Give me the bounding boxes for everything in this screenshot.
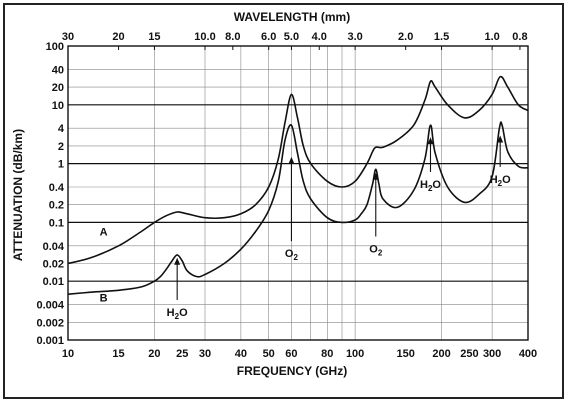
frequency-axis-title: FREQUENCY (GHz) [237,364,347,378]
absorption-annotation: H2O [490,135,511,188]
y-tick-label: 0.2 [49,200,64,212]
x-tick-label: 150 [397,348,415,360]
top-tick-label: 15 [148,31,160,43]
x-tick-label: 300 [483,348,501,360]
y-tick-label: 0.01 [43,276,64,288]
absorption-annotation: H2O [420,137,441,193]
top-tick-label: 30 [62,31,74,43]
y-tick-label: 100 [46,41,64,53]
y-tick-label: 2 [58,141,64,153]
series-layer: AB [67,75,529,305]
x-tick-label: 20 [148,348,160,360]
x-tick-label: 200 [432,348,450,360]
annotation-label: H2O [490,174,511,188]
annotation-label: O2 [369,243,383,257]
x-tick-label: 400 [519,348,537,360]
series-label-b: B [100,293,108,305]
attenuation-axis-title: ATTENUATION (dB/km) [11,129,25,261]
annotation-arrow-head [372,172,379,180]
y-tick-label: 4 [58,123,65,135]
y-tick-label: 0.001 [36,335,64,347]
top-tick-label: 20 [112,31,124,43]
y-tick-label: 1 [58,159,64,171]
annotation-layer: H2O O2 O2 H2O H2O [167,135,511,321]
y-tick-label: 0.4 [49,182,65,194]
top-tick-label: 3.0 [347,31,362,43]
x-tick-label: 250 [460,348,478,360]
minor-grid [68,46,528,340]
annotation-label: H2O [167,307,188,321]
top-tick-label: 1.5 [434,31,449,43]
x-tick-label: 100 [346,348,364,360]
x-tick-label: 80 [321,348,333,360]
x-tick-label: 15 [112,348,124,360]
plot-border [67,45,529,341]
series-label-a: A [100,226,108,238]
annotation-arrow-head [427,137,434,145]
top-tick-label: 5.0 [284,31,299,43]
y-tick-labels: 100 40 20 10 4 2 1 0.4 0.2 0.1 0.04 0.02 0.01 0.004 0.… [36,41,64,347]
annotation-arrow-head [174,257,181,265]
x-tick-label: 60 [285,348,297,360]
absorption-annotation: O2 [369,172,383,257]
y-tick-label: 0.02 [43,258,64,270]
y-tick-label: 40 [52,64,64,76]
x-tick-label: 30 [199,348,211,360]
series-curve-b [67,121,529,295]
x-tick-label: 10 [62,348,74,360]
top-tick-label: 1.0 [484,31,499,43]
annotation-arrow-head [497,135,504,143]
top-tick-label: 6.0 [261,31,276,43]
top-tick-label: 2.0 [398,31,413,43]
annotation-label: O2 [285,248,299,262]
y-tick-label: 10 [52,100,64,112]
y-tick-label: 0.04 [43,241,65,253]
wavelength-axis-title: WAVELENGTH (mm) [234,10,350,24]
y-tick-label: 0.1 [49,217,64,229]
y-tick-label: 0.002 [36,317,64,329]
x-tick-label: 40 [235,348,247,360]
annotation-arrow-head [288,156,295,164]
x-tick-label: 25 [176,348,188,360]
x-tick-labels: 10 15 20 25 30 40 50 60 80 100 150 200 250 300 400 [62,348,537,360]
y-tick-label: 20 [52,82,64,94]
absorption-annotation: O2 [285,156,299,262]
annotation-label: H2O [420,179,441,193]
y-tick-label: 0.004 [36,300,64,312]
x-tick-label: 50 [263,348,275,360]
major-grid [68,104,528,282]
top-tick-label: 4.0 [312,31,327,43]
top-tick-label: 8.0 [225,31,240,43]
top-tick-label: 10.0 [194,31,215,43]
top-tick-labels: 30 20 15 10.0 8.0 6.0 5.0 4.0 3.0 2.0 1.5 1.0 0.8 [62,31,528,50]
outer-border [3,3,564,399]
top-tick-label: 0.8 [512,31,527,43]
series-curve-a [67,75,529,265]
absorption-annotation: H2O [167,257,188,321]
